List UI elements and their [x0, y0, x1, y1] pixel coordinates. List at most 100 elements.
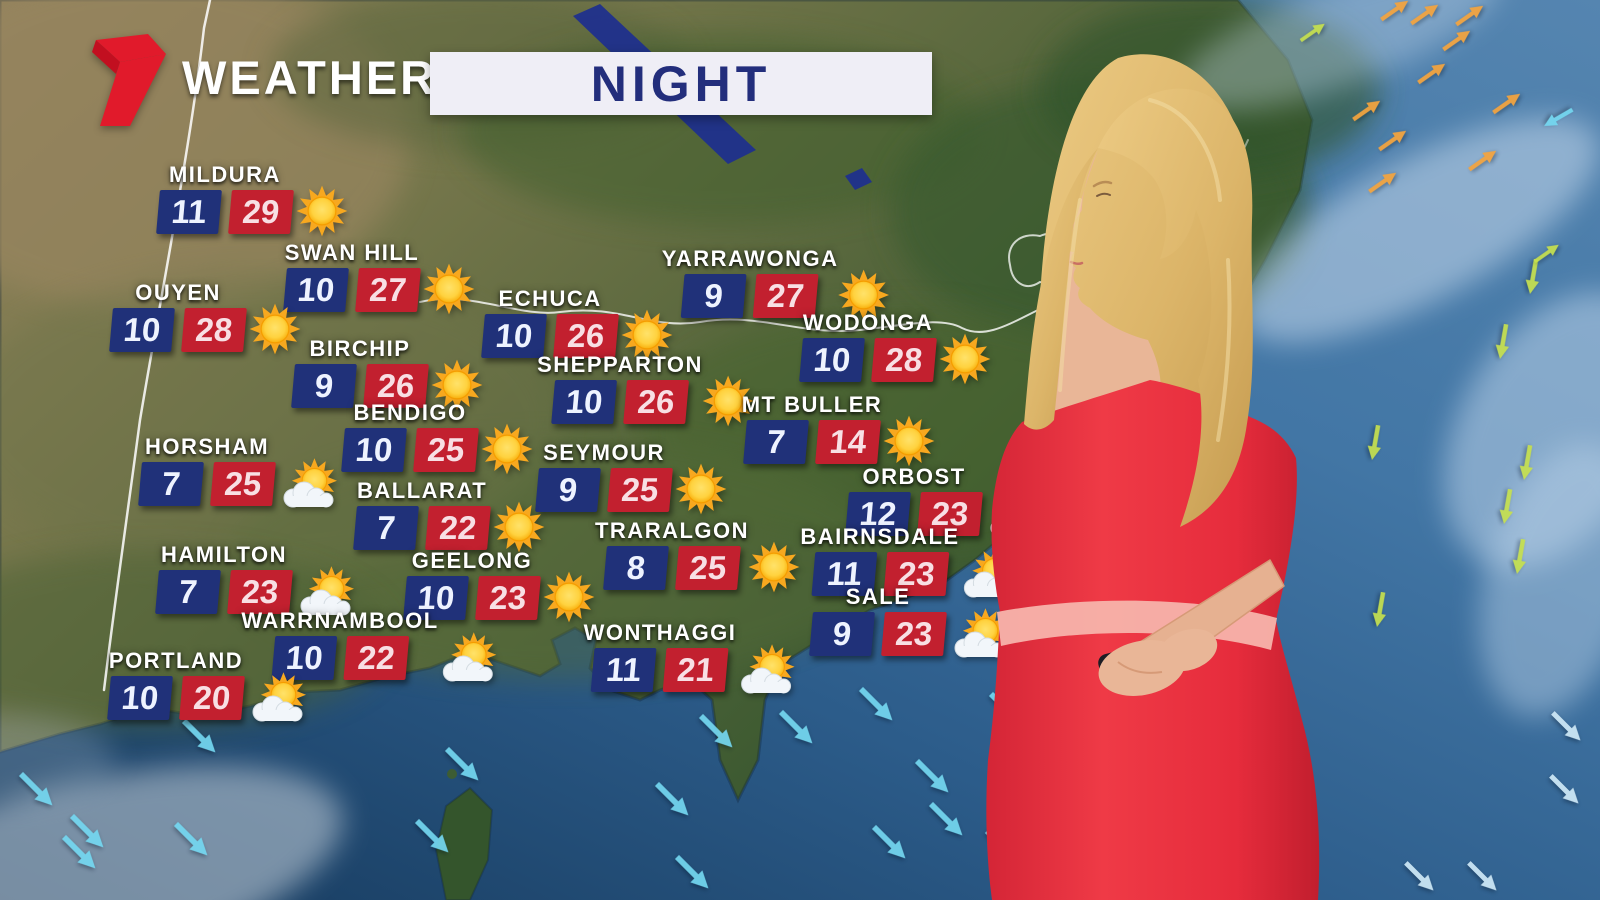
seven-network-logo-icon — [92, 34, 166, 126]
max-temp-badge: 20 — [179, 676, 245, 720]
temperature-row: 9 25 — [532, 468, 676, 512]
station-name-label: SEYMOUR — [543, 440, 665, 465]
min-temp-badge: 7 — [353, 505, 420, 550]
min-temp-badge: 11 — [591, 648, 657, 692]
partly-cloudy-icon — [435, 628, 499, 688]
max-temp-badge: 22 — [343, 636, 409, 681]
min-temp-badge: 9 — [681, 273, 747, 318]
station-name-label: PORTLAND — [108, 648, 244, 673]
max-temp-badge: 25 — [675, 546, 741, 591]
station-name-label: YARRAWONGA — [661, 245, 839, 271]
temperature-row: 10 28 — [796, 338, 940, 382]
temperature-row: 7 25 — [135, 462, 279, 506]
station-name-label: MT BULLER — [741, 392, 883, 418]
station-name-label: ECHUCA — [498, 286, 602, 312]
weather-station: SALE 9 23 — [806, 584, 950, 656]
weather-station: SEYMOUR 9 25 — [532, 440, 676, 512]
weather-station: WONTHAGGI 11 21 — [584, 620, 737, 692]
min-temp-badge: 10 — [109, 307, 176, 352]
min-temp-badge: 8 — [603, 546, 669, 591]
sunny-icon — [293, 182, 351, 240]
sunny-icon — [936, 330, 994, 388]
partly-cloudy-icon — [275, 454, 339, 514]
max-temp-badge: 23 — [475, 576, 541, 620]
weather-station: MT BULLER 7 14 — [740, 392, 884, 464]
partly-cloudy-icon — [982, 484, 1046, 544]
temperature-row: 7 22 — [350, 506, 494, 550]
max-temp-badge: 25 — [413, 427, 480, 472]
weather-station: WODONGA 10 28 — [796, 310, 940, 382]
broadcast-header: WEATHER NIGHT — [0, 0, 1600, 140]
weather-station: TRARALGON 8 25 — [595, 518, 749, 590]
max-temp-badge: 21 — [663, 648, 729, 692]
min-temp-badge: 9 — [809, 612, 876, 656]
station-name-label: WONTHAGGI — [583, 620, 737, 645]
max-temp-badge: 22 — [425, 505, 492, 550]
station-name-label: WARRNAMBOOL — [241, 608, 439, 634]
station-name-label: MILDURA — [168, 162, 281, 187]
station-name-label: BALLARAT — [357, 477, 488, 503]
weather-station: HAMILTON 7 23 — [152, 542, 296, 614]
partly-cloudy-icon — [244, 668, 308, 728]
temperature-row: 9 23 — [806, 612, 950, 656]
station-name-label: GEELONG — [411, 548, 533, 573]
station-name-label: TRARALGON — [594, 518, 750, 544]
weather-station: BALLARAT 7 22 — [350, 478, 494, 550]
sunny-icon — [420, 260, 478, 318]
station-name-label: BAIRNSDALE — [800, 523, 960, 549]
sunny-icon — [672, 460, 730, 518]
banner-title: NIGHT — [590, 55, 772, 112]
max-temp-badge: 14 — [815, 420, 881, 465]
weather-station: HORSHAM 7 25 — [135, 434, 279, 506]
sunny-icon — [478, 420, 536, 478]
weather-station: ECHUCA 10 26 — [478, 286, 622, 358]
max-temp-badge: 23 — [881, 612, 948, 656]
temperature-row: 10 28 — [106, 308, 250, 352]
weather-station: MILDURA 11 29 — [153, 162, 297, 234]
station-name-label: SHEPPARTON — [537, 351, 703, 377]
weather-station: SHEPPARTON 10 26 — [537, 352, 703, 424]
max-temp-badge: 25 — [210, 461, 276, 506]
temperature-row: 8 25 — [595, 546, 749, 590]
forecast-banner: NIGHT — [430, 52, 932, 115]
min-temp-badge: 10 — [551, 379, 617, 424]
temperature-row: 10 25 — [338, 428, 482, 472]
temperature-row: 10 26 — [537, 380, 703, 424]
station-name-label: HAMILTON — [160, 541, 288, 567]
weather-station: BENDIGO 10 25 — [338, 400, 482, 472]
partly-cloudy-icon — [732, 640, 796, 700]
sunny-icon — [880, 412, 938, 470]
weather-station: YARRAWONGA 9 27 — [662, 246, 839, 318]
weather-station: OUYEN 10 28 — [106, 280, 250, 352]
max-temp-badge: 28 — [871, 337, 937, 382]
station-name-label: WODONGA — [802, 309, 934, 335]
min-temp-badge: 10 — [341, 427, 408, 472]
station-name-label: ORBOST — [862, 464, 966, 490]
temperature-row: 11 21 — [584, 648, 737, 692]
max-temp-badge: 28 — [181, 307, 248, 352]
min-temp-badge: 10 — [107, 676, 173, 720]
station-name-label: BENDIGO — [353, 399, 467, 425]
partly-cloudy-icon — [946, 604, 1010, 664]
sunny-icon — [540, 568, 598, 626]
max-temp-badge: 27 — [355, 268, 421, 313]
max-temp-badge: 25 — [607, 468, 673, 512]
brand-label: WEATHER — [182, 51, 438, 104]
station-name-label: BIRCHIP — [309, 335, 411, 361]
max-temp-badge: 26 — [623, 379, 689, 424]
temperature-row: 10 20 — [104, 676, 248, 720]
sunny-icon — [745, 538, 803, 596]
station-name-label: OUYEN — [135, 279, 221, 305]
min-temp-badge: 10 — [799, 337, 865, 382]
partly-cloudy-icon — [956, 544, 1020, 604]
min-temp-badge: 7 — [138, 461, 204, 506]
min-temp-badge: 11 — [156, 190, 222, 234]
min-temp-badge: 7 — [155, 569, 221, 614]
temperature-row: 11 29 — [153, 190, 297, 234]
min-temp-badge: 7 — [743, 420, 809, 465]
station-name-label: HORSHAM — [144, 433, 270, 459]
station-name-label: SALE — [845, 584, 911, 609]
weather-station: PORTLAND 10 20 — [104, 648, 248, 720]
station-name-label: SWAN HILL — [284, 240, 420, 266]
